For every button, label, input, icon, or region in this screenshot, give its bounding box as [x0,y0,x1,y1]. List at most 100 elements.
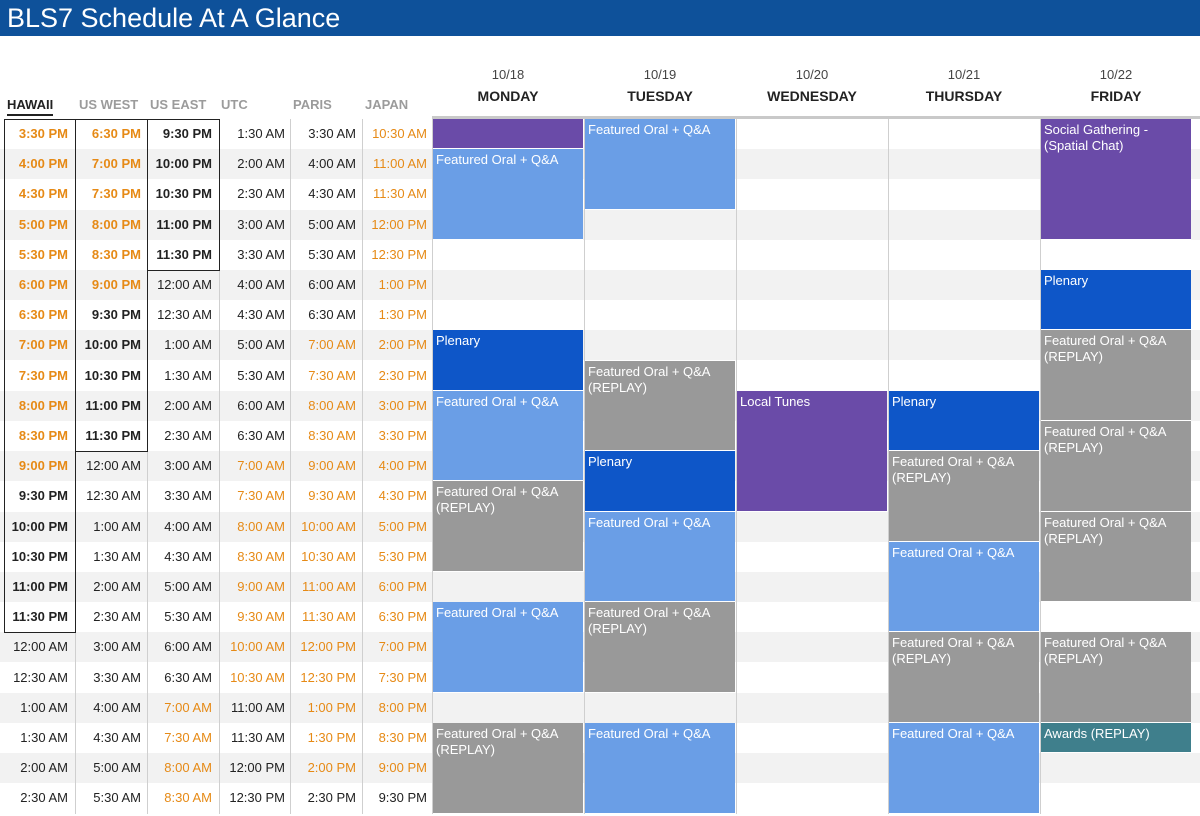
header-divider [432,116,1200,119]
day-date: 10/22 [1099,67,1133,82]
time-cell-paris: 1:30 PM [307,730,356,745]
time-cell-japan: 7:00 PM [378,639,427,655]
event-block-featured-oral-q-a-replay[interactable]: Featured Oral + Q&A (REPLAY) [1041,330,1191,421]
time-cell-utc: 9:00 AM [237,579,285,594]
time-cell-us-west: 11:30 PM [85,428,141,443]
time-cell-us-east: 4:30 AM [164,548,212,564]
event-block-awards-replay[interactable]: Awards (REPLAY) [1041,723,1191,754]
time-cell-japan: 4:30 PM [378,488,427,504]
time-cell-hawaii: 7:00 PM [18,337,68,353]
event-block-featured-oral-q-a[interactable]: Featured Oral + Q&A [433,602,583,693]
time-cell-hawaii: 7:30 PM [18,367,68,383]
time-cell-paris: 5:30 AM [308,246,356,262]
time-cell-paris: 5:00 AM [308,216,356,232]
column-divider [219,119,220,814]
time-cell-hawaii: 6:30 PM [18,307,68,323]
timezone-label-utc: UTC [221,97,248,112]
time-cell-us-west: 7:30 PM [91,186,141,202]
time-cell-us-west: 1:30 AM [93,548,141,564]
time-cell-us-east: 4:00 AM [164,518,212,534]
time-cell-us-west: 10:30 PM [84,367,141,383]
time-cell-hawaii: 11:00 PM [12,579,68,594]
time-cell-utc: 4:00 AM [237,277,285,292]
time-cell-utc: 5:00 AM [237,337,285,353]
time-cell-hawaii: 3:30 PM [18,126,68,141]
time-cell-us-west: 12:00 AM [86,458,141,474]
event-block-featured-oral-q-a-replay[interactable]: Featured Oral + Q&A (REPLAY) [433,481,583,572]
event-block-featured-oral-q-a[interactable]: Featured Oral + Q&A [585,119,735,210]
time-cell-utc: 10:00 AM [230,639,285,655]
time-cell-utc: 11:00 AM [231,699,285,715]
time-cell-us-east: 10:00 PM [155,156,212,172]
time-cell-us-east: 2:00 AM [164,397,212,413]
time-cell-us-east: 12:00 AM [157,277,212,292]
time-cell-japan: 5:00 PM [378,518,427,534]
time-cell-hawaii: 4:00 PM [18,156,68,172]
time-cell-utc: 8:30 AM [237,548,285,564]
event-block-featured-oral-q-a[interactable]: Featured Oral + Q&A [585,511,735,603]
event-block-featured-oral-q-a[interactable]: Featured Oral + Q&A [889,541,1039,633]
event-block-plenary[interactable]: Plenary [1041,270,1191,331]
time-cell-us-west: 10:00 PM [84,337,141,353]
event-block-featured-oral-q-a-replay[interactable]: Featured Oral + Q&A (REPLAY) [889,451,1039,542]
session-window-border [147,119,148,452]
time-cell-us-west: 3:30 AM [93,669,141,685]
timezone-label-us-west: US WEST [79,97,139,112]
event-block-featured-oral-q-a-replay[interactable]: Featured Oral + Q&A (REPLAY) [585,360,735,452]
time-cell-paris: 12:30 PM [300,669,356,685]
time-cell-paris: 10:30 AM [301,548,356,564]
time-cell-us-east: 1:30 AM [164,367,212,383]
event-block-featured-oral-q-a-replay[interactable]: Featured Oral + Q&A (REPLAY) [1041,511,1191,603]
event-block-featured-oral-q-a[interactable]: Featured Oral + Q&A [585,723,735,814]
time-cell-japan: 12:00 PM [371,216,427,232]
day-name: WEDNESDAY [767,88,857,104]
event-block-social-gathering-spatial-chat[interactable]: Social Gathering - (Spatial Chat) [1041,119,1191,240]
time-cell-us-east: 8:00 AM [164,760,212,776]
session-window-border [147,270,220,271]
event-block-plenary[interactable]: Plenary [433,330,583,391]
time-cell-japan: 4:00 PM [378,458,427,474]
time-cell-us-east: 11:00 PM [156,216,212,232]
time-cell-utc: 9:30 AM [237,609,285,625]
event-block-local-tunes[interactable]: Local Tunes [737,390,887,512]
column-divider [432,119,433,814]
time-cell-us-east: 6:30 AM [164,669,212,685]
time-cell-utc: 7:00 AM [237,458,285,474]
session-window-border [219,119,220,270]
day-name: TUESDAY [627,88,693,104]
time-cell-japan: 7:30 PM [378,669,427,685]
time-cell-japan: 2:00 PM [378,337,427,353]
timezone-label-hawaii: HAWAII [7,96,54,116]
event-block-featured-oral-q-a-replay[interactable]: Featured Oral + Q&A (REPLAY) [1041,421,1191,512]
day-name: THURSDAY [925,88,1003,104]
session-window-border [75,119,148,120]
day-date: 10/19 [643,67,677,82]
time-cell-us-east: 2:30 AM [164,428,212,443]
event-block-plenary[interactable]: Plenary [889,390,1039,452]
time-cell-paris: 8:00 AM [308,397,356,413]
time-cell-hawaii: 12:30 AM [13,669,68,685]
time-cell-us-west: 8:00 PM [91,216,141,232]
event-block-featured-oral-q-a-replay[interactable]: Featured Oral + Q&A (REPLAY) [433,723,583,814]
timezone-label-us-east: US EAST [150,97,207,112]
time-cell-us-east: 10:30 PM [155,186,212,202]
time-cell-us-west: 2:30 AM [93,609,141,625]
event-block-featured-oral-q-a-replay[interactable]: Featured Oral + Q&A (REPLAY) [1041,632,1191,723]
day-date: 10/18 [491,67,525,82]
row-background [0,270,1200,300]
event-block-featured-oral-q-a[interactable]: Featured Oral + Q&A [889,723,1039,814]
time-cell-us-east: 11:30 PM [156,246,212,262]
event-block-plenary[interactable]: Plenary [585,451,735,512]
time-cell-paris: 7:30 AM [308,367,356,383]
event-block-featured-oral-q-a[interactable]: Featured Oral + Q&A [433,149,583,240]
event-block-unlabeled[interactable] [433,119,583,150]
time-cell-japan: 9:00 PM [378,760,427,776]
time-cell-paris: 10:00 AM [301,518,356,534]
time-cell-us-west: 4:00 AM [93,699,141,715]
time-cell-utc: 8:00 AM [237,518,285,534]
event-block-featured-oral-q-a-replay[interactable]: Featured Oral + Q&A (REPLAY) [585,602,735,693]
time-cell-us-west: 5:00 AM [93,760,141,776]
time-cell-japan: 3:00 PM [378,397,427,413]
event-block-featured-oral-q-a[interactable]: Featured Oral + Q&A [433,390,583,482]
event-block-featured-oral-q-a-replay[interactable]: Featured Oral + Q&A (REPLAY) [889,632,1039,723]
